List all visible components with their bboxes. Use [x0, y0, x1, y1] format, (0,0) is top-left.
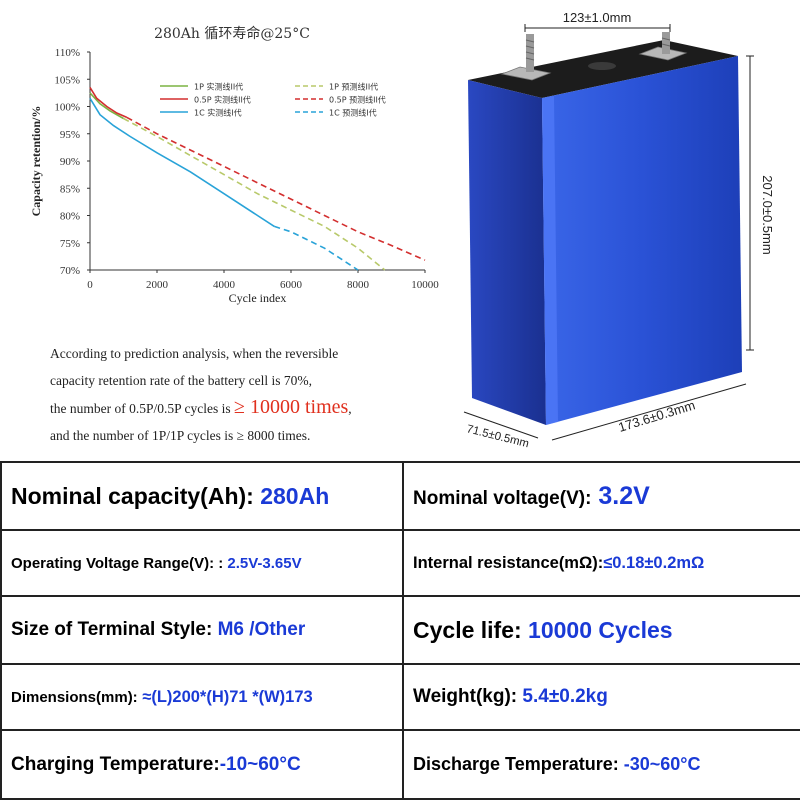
y-tick-label: 75% [60, 238, 80, 250]
y-tick-label: 80% [60, 211, 80, 223]
battery-front-face [542, 56, 742, 425]
terminal-style-value: M6 /Other [212, 619, 306, 640]
charging-temp-value: -10~60°C [219, 753, 301, 775]
spec-table: Nominal capacity(Ah): 280Ah Nominal volt… [0, 461, 800, 800]
legend-label-2: 1C 实测线I代 [194, 108, 242, 118]
x-tick-label: 6000 [280, 279, 303, 291]
spec-row: Operating Voltage Range(V): : 2.5V-3.65V… [0, 529, 800, 597]
chart-title: 280Ah 循环寿命@25°C [154, 25, 310, 42]
voltage-range-cell: Operating Voltage Range(V): : 2.5V-3.65V [0, 529, 404, 597]
dim-height-label: 207.0±0.5mm [760, 175, 775, 254]
nominal-capacity-value: 280Ah [253, 482, 330, 509]
battery-illustration: 123±1.0mm 207.0±0.5mm 71.5±0.5mm 173.6±0… [463, 10, 775, 450]
note-line-2: capacity retention rate of the battery c… [50, 373, 313, 388]
cycle-life-label: Cycle life: [413, 616, 522, 643]
vent-icon [588, 62, 616, 70]
y-tick-label: 85% [60, 183, 80, 195]
dim-depth-label: 71.5±0.5mm [465, 423, 530, 450]
internal-resistance-label: Internal resistance(mΩ): [413, 553, 604, 572]
x-axis-label: Cycle index [229, 291, 287, 305]
legend-label-4: 0.5P 预测线II代 [329, 95, 386, 105]
note-line-3: the number of 0.5P/0.5P cycles is ≥ 1000… [50, 394, 470, 422]
nominal-capacity-label: Nominal capacity(Ah): [11, 482, 254, 509]
series-line-1 [89, 86, 128, 119]
cycle-life-value: 10000 Cycles [521, 616, 673, 643]
dim-length-label: 173.6±0.3mm [616, 397, 696, 435]
y-tick-label: 110% [55, 47, 80, 59]
x-tick-label: 4000 [213, 279, 236, 291]
top-section: 280Ah 循环寿命@25°C 70% 75% 80% 85% 90% 95% 100% 105… [29, 10, 775, 450]
x-tick-label: 0 [87, 279, 93, 291]
discharge-temp-label: Discharge Temperature: [413, 754, 619, 774]
charging-temp-label: Charging Temperature: [11, 753, 220, 775]
terminal-left [500, 34, 552, 81]
dimensions-label: Dimensions(mm): [11, 688, 138, 706]
terminal-style-label: Size of Terminal Style: [11, 619, 213, 640]
spec-row: Size of Terminal Style: M6 /Other Cycle … [0, 595, 800, 665]
dim-depth-line [463, 411, 539, 439]
prediction-note: According to prediction analysis, when t… [50, 340, 470, 449]
nominal-voltage-cell: Nominal voltage(V): 3.2V [402, 461, 800, 531]
nominal-capacity-cell: Nominal capacity(Ah): 280Ah [0, 461, 404, 531]
note-line-1: According to prediction analysis, when t… [50, 346, 339, 361]
dim-width-label: 123±1.0mm [563, 10, 632, 25]
y-tick-label: 90% [60, 156, 80, 168]
series-line-5 [274, 225, 359, 271]
note-line-4: and the number of 1P/1P cycles is ≥ 8000… [50, 428, 311, 443]
series-line-2 [89, 97, 275, 228]
y-tick-label: 70% [60, 265, 80, 277]
voltage-range-label: Operating Voltage Range(V): : [11, 554, 224, 572]
weight-cell: Weight(kg): 5.4±0.2kg [402, 663, 800, 731]
legend-label-3: 1P 预测线II代 [329, 82, 378, 92]
x-tick-label: 2000 [146, 279, 169, 291]
weight-label: Weight(kg): [413, 686, 518, 707]
y-tick-label: 95% [60, 129, 80, 141]
series-line-4 [126, 116, 426, 261]
legend-label-1: 0.5P 实测线II代 [194, 95, 251, 105]
internal-resistance-value: ≤0.18±0.2mΩ [603, 553, 705, 572]
note-line-3-tail: , [348, 401, 352, 416]
note-highlight: ≥ 10000 times [233, 396, 349, 418]
voltage-range-value: 2.5V-3.65V [223, 554, 302, 572]
battery-side-face [468, 80, 546, 425]
weight-value: 5.4±0.2kg [517, 686, 608, 707]
legend-label-0: 1P 实测线II代 [194, 82, 243, 92]
discharge-temp-cell: Discharge Temperature: -30~60°C [402, 729, 800, 800]
terminal-style-cell: Size of Terminal Style: M6 /Other [0, 595, 404, 665]
cycle-life-cell: Cycle life: 10000 Cycles [402, 595, 800, 665]
y-axis-label: Capacity retention/% [29, 106, 43, 217]
nominal-voltage-value: 3.2V [591, 481, 650, 510]
dimensions-value: ≈(L)200*(H)71 *(W)173 [137, 687, 313, 706]
nominal-voltage-label: Nominal voltage(V): [413, 487, 592, 509]
cycle-life-chart: 280Ah 循环寿命@25°C 70% 75% 80% 85% 90% 95% 100% 105… [29, 25, 439, 305]
spec-row: Charging Temperature:-10~60°C Discharge … [0, 729, 800, 800]
internal-resistance-cell: Internal resistance(mΩ):≤0.18±0.2mΩ [402, 529, 800, 597]
charging-temp-cell: Charging Temperature:-10~60°C [0, 729, 404, 800]
spec-row: Dimensions(mm): ≈(L)200*(H)71 *(W)173 We… [0, 663, 800, 731]
discharge-temp-value: -30~60°C [618, 754, 701, 774]
note-line-3-text: the number of 0.5P/0.5P cycles is [50, 401, 231, 416]
terminal-right [638, 32, 688, 61]
dim-length-line [551, 383, 747, 441]
dimensions-cell: Dimensions(mm): ≈(L)200*(H)71 *(W)173 [0, 663, 404, 731]
x-tick-label: 8000 [347, 279, 370, 291]
legend-label-5: 1C 预测线I代 [329, 108, 377, 118]
y-tick-label: 100% [54, 102, 80, 114]
battery-highlight [542, 96, 558, 425]
series-line-0 [89, 92, 124, 120]
y-tick-label: 105% [54, 74, 80, 86]
series-line-3 [123, 117, 386, 271]
spec-row: Nominal capacity(Ah): 280Ah Nominal volt… [0, 461, 800, 531]
x-tick-label: 10000 [411, 279, 439, 291]
